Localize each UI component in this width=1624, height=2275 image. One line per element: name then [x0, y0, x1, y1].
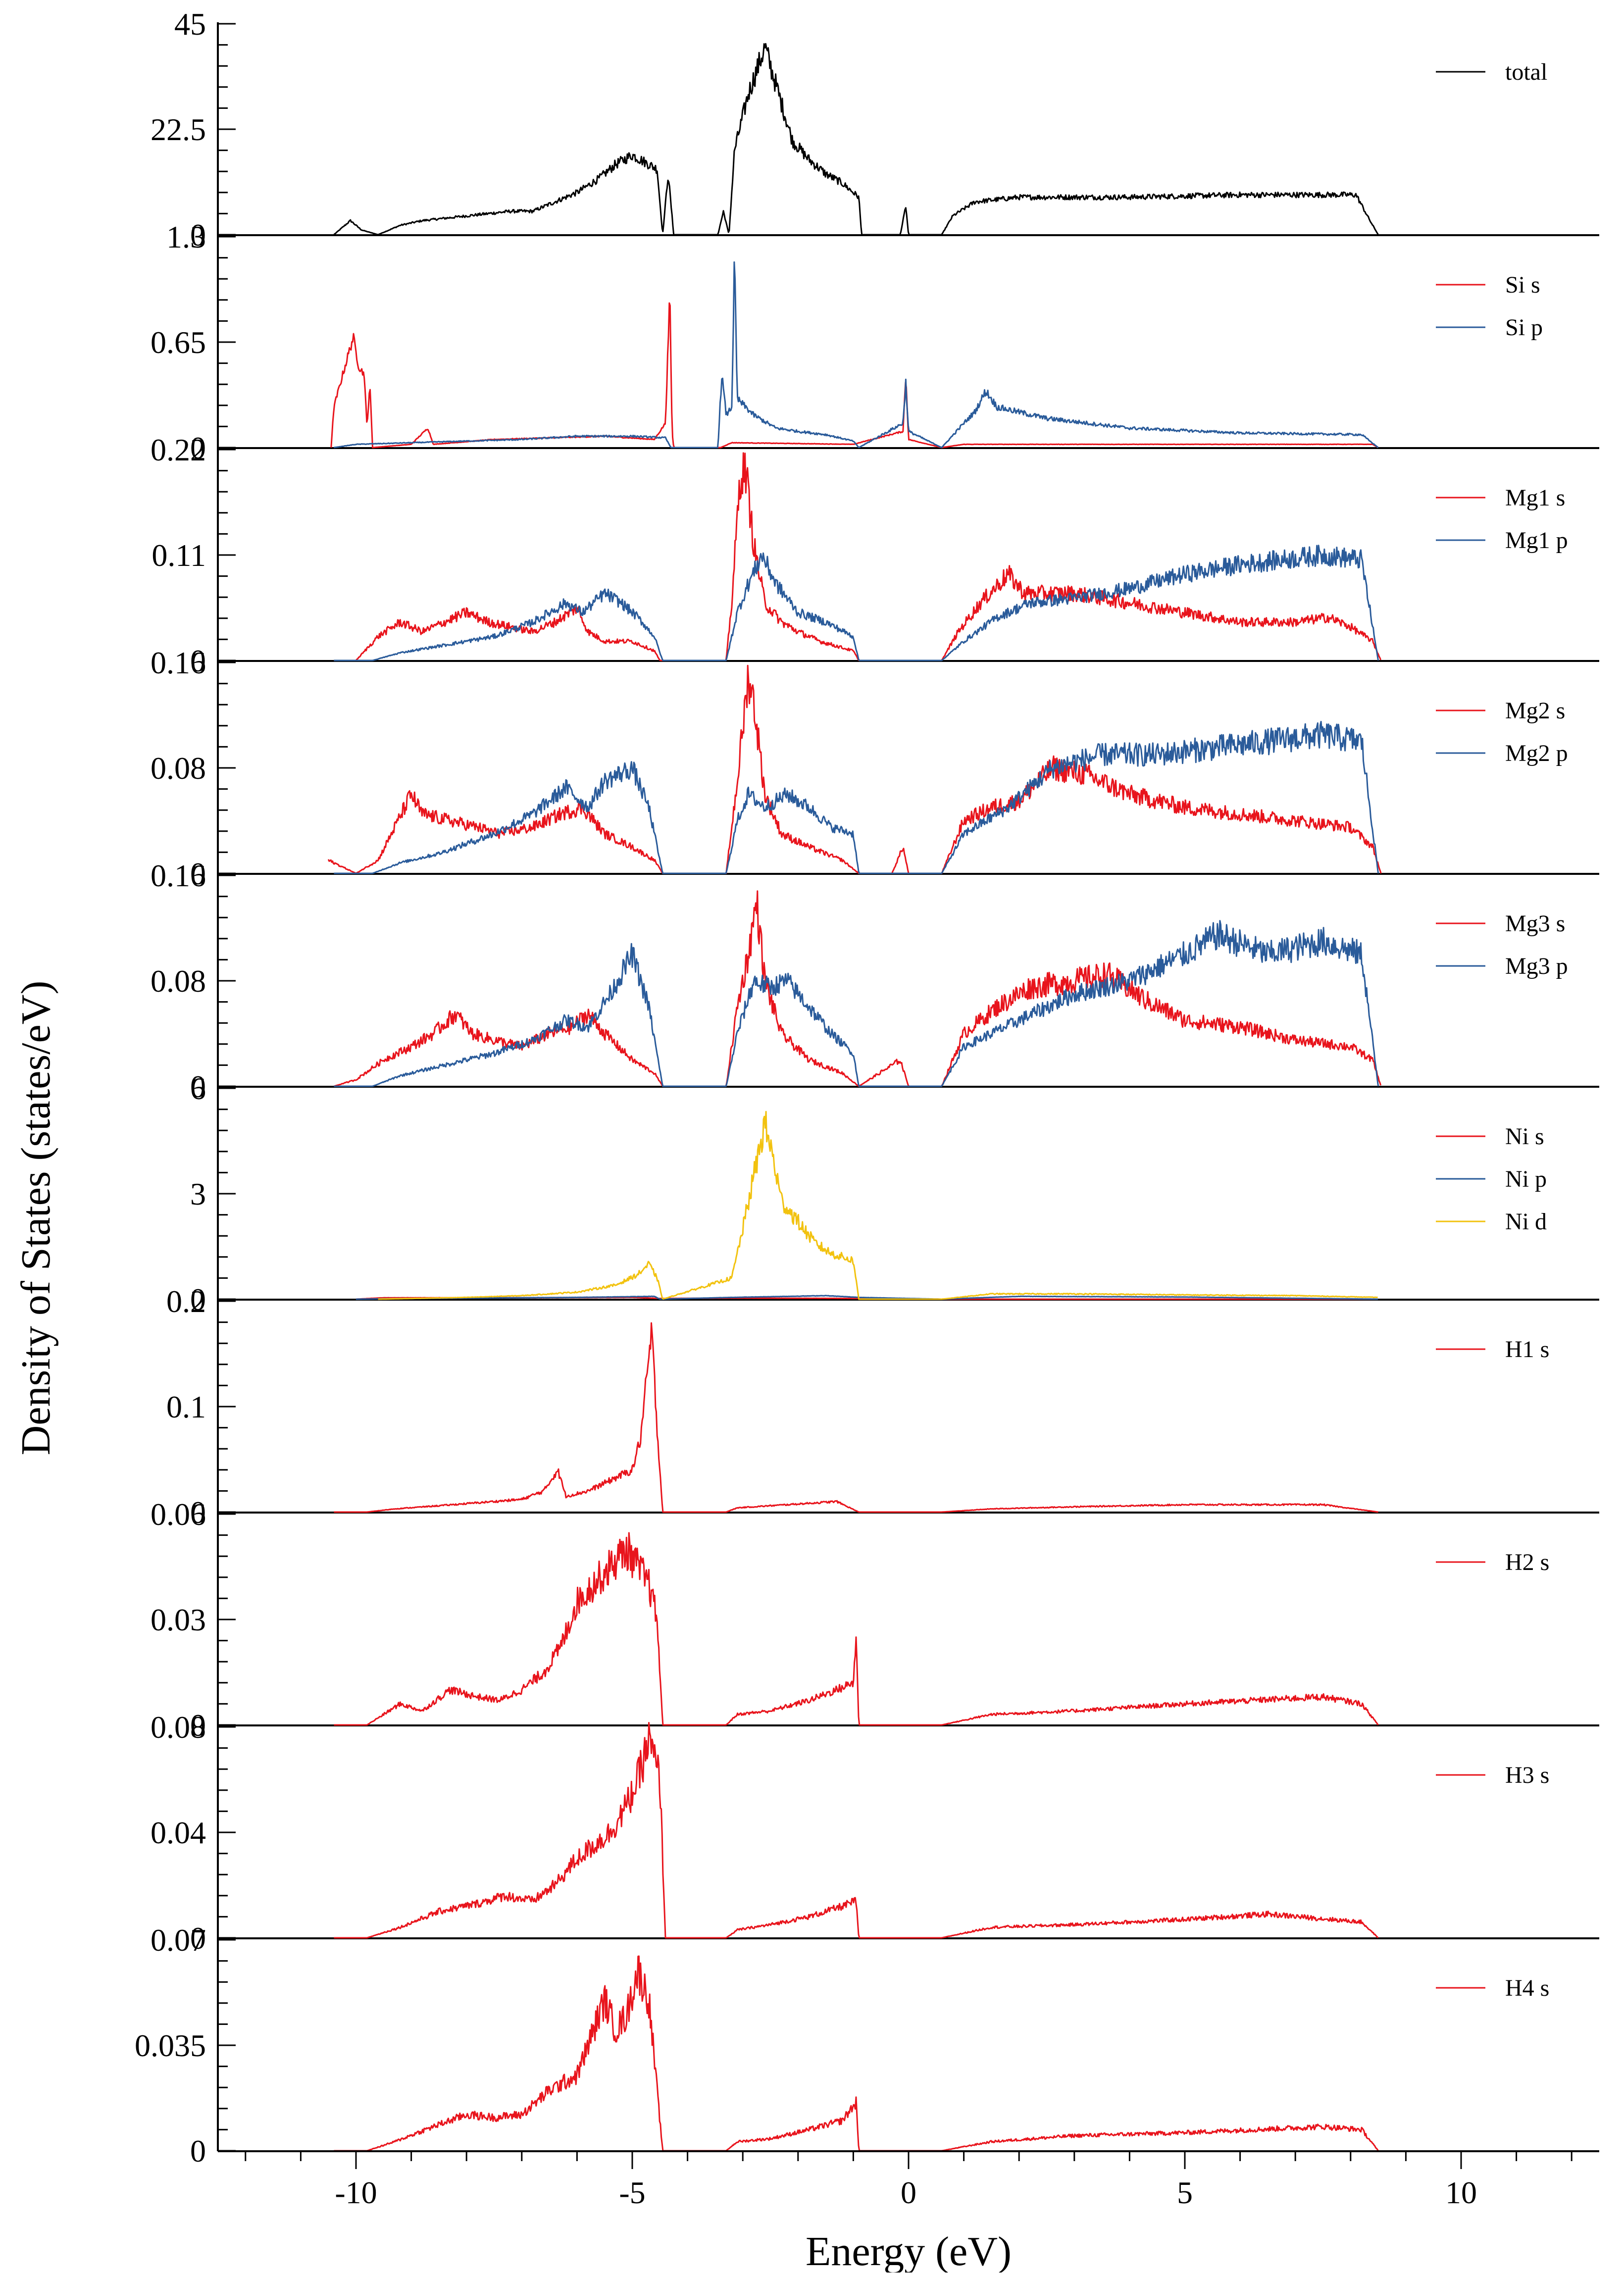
- y-tick-label: 0.16: [151, 645, 206, 680]
- y-tick-label: 0.035: [135, 2028, 206, 2063]
- panel-ni: 0 3 6 Ni s Ni p Ni d: [190, 1071, 1599, 1317]
- x-tick-label: -5: [619, 2175, 645, 2210]
- y-tick-label: 0: [190, 1708, 206, 1743]
- legend-label: H3 s: [1505, 1762, 1549, 1788]
- panel-total: 0 22.5 45 total: [151, 6, 1599, 253]
- legend-label: Mg2 p: [1505, 740, 1568, 766]
- series-line-ni-p: [356, 1295, 1378, 1300]
- legend-label: Mg3 s: [1505, 910, 1565, 937]
- y-tick-label: 0: [190, 430, 206, 465]
- legend-label: H2 s: [1505, 1549, 1549, 1575]
- y-tick-label: 0: [190, 1282, 206, 1317]
- y-tick-label: 0.65: [151, 325, 206, 360]
- y-tick-label: 0.03: [151, 1602, 206, 1637]
- legend-label: H1 s: [1505, 1336, 1549, 1363]
- y-tick-label: 0.06: [151, 1497, 206, 1532]
- series-line-h1-s: [334, 1322, 1378, 1513]
- series-line-mg1-s: [334, 452, 1381, 661]
- legend-label: total: [1505, 59, 1547, 85]
- y-tick-label: 0.2: [166, 1284, 206, 1319]
- y-tick-label: 0.1: [166, 1389, 206, 1424]
- y-tick-label: 0.16: [151, 858, 206, 893]
- y-tick-label: 0: [190, 1921, 206, 1956]
- legend-label: Si s: [1505, 272, 1540, 298]
- legend-label: Ni p: [1505, 1166, 1547, 1192]
- series-line-mg2-s: [327, 664, 1382, 874]
- x-axis-title: Energy (eV): [806, 2228, 1012, 2273]
- panel-mg3: 0 0.08 0.16 Mg3 s Mg3 p: [151, 858, 1599, 1104]
- y-tick-label: 0: [190, 1069, 206, 1104]
- panel-mg2: 0 0.08 0.16 Mg2 s Mg2 p: [151, 645, 1599, 891]
- legend-label: Mg1 s: [1505, 485, 1565, 511]
- y-tick-label: 0.04: [151, 1815, 206, 1850]
- legend-label: Ni s: [1505, 1123, 1544, 1150]
- y-tick-label: 0.07: [151, 1922, 206, 1958]
- y-tick-label: 6: [190, 1071, 206, 1106]
- series-line-total: [333, 43, 1379, 236]
- series-line-si-s: [330, 302, 1378, 449]
- legend-label: Mg2 s: [1505, 698, 1565, 724]
- y-tick-label: 0: [190, 217, 206, 253]
- x-axis: -10 -5 0 5 10: [217, 22, 1599, 2210]
- panel-h2: 0 0.03 0.06 H2 s: [151, 1497, 1599, 1743]
- y-tick-label: 0: [190, 643, 206, 678]
- series-line-mg2-p: [334, 720, 1379, 874]
- y-tick-label: 22.5: [151, 112, 206, 147]
- series-line-mg3-p: [334, 920, 1379, 1087]
- x-tick-label: 5: [1177, 2175, 1193, 2210]
- y-tick-label: 0: [190, 1495, 206, 1530]
- y-tick-label: 3: [190, 1176, 206, 1212]
- y-tick-label: 45: [174, 6, 206, 42]
- y-tick-label: 0.11: [152, 538, 206, 573]
- x-tick-label: 0: [901, 2175, 916, 2210]
- panels-layer: 0 22.5 45 total 0 0.65 1.3 Si s Si p 0 0.11 0.22 Mg1…: [135, 6, 1599, 2169]
- panel-h1: 0 0.1 0.2 H1 s: [166, 1284, 1599, 1530]
- y-tick-label: 0: [190, 2133, 206, 2169]
- y-tick-label: 0.08: [151, 751, 206, 786]
- legend-label: Mg3 p: [1505, 953, 1568, 979]
- panel-si: 0 0.65 1.3 Si s Si p: [151, 219, 1599, 465]
- panel-h3: 0 0.04 0.08 H3 s: [151, 1710, 1599, 1956]
- legend-label: Ni d: [1505, 1209, 1547, 1235]
- series-line-mg3-s: [333, 890, 1382, 1087]
- y-tick-label: 0.08: [151, 963, 206, 999]
- y-tick-label: 0.08: [151, 1710, 206, 1745]
- series-line-h4-s: [334, 1955, 1379, 2152]
- panel-mg1: 0 0.11 0.22 Mg1 s Mg1 p: [151, 432, 1599, 678]
- panel-h4: 0 0.035 0.07 H4 s: [135, 1922, 1599, 2169]
- series-line-si-p: [334, 261, 1379, 449]
- legend-label: H4 s: [1505, 1975, 1549, 2001]
- series-line-h3-s: [334, 1722, 1379, 1939]
- series-line-mg1-p: [334, 545, 1379, 661]
- y-tick-label: 0.22: [151, 432, 206, 467]
- y-axis-title: Density of States (states/eV): [13, 981, 59, 1456]
- y-tick-label: 1.3: [166, 219, 206, 254]
- x-tick-label: 10: [1445, 2175, 1477, 2210]
- series-line-h2-s: [334, 1532, 1379, 1726]
- x-tick-label: -10: [335, 2175, 377, 2210]
- series-line-ni-d: [378, 1111, 1378, 1300]
- legend-label: Si p: [1505, 314, 1543, 341]
- legend-label: Mg1 p: [1505, 527, 1568, 554]
- y-tick-label: 0: [190, 856, 206, 891]
